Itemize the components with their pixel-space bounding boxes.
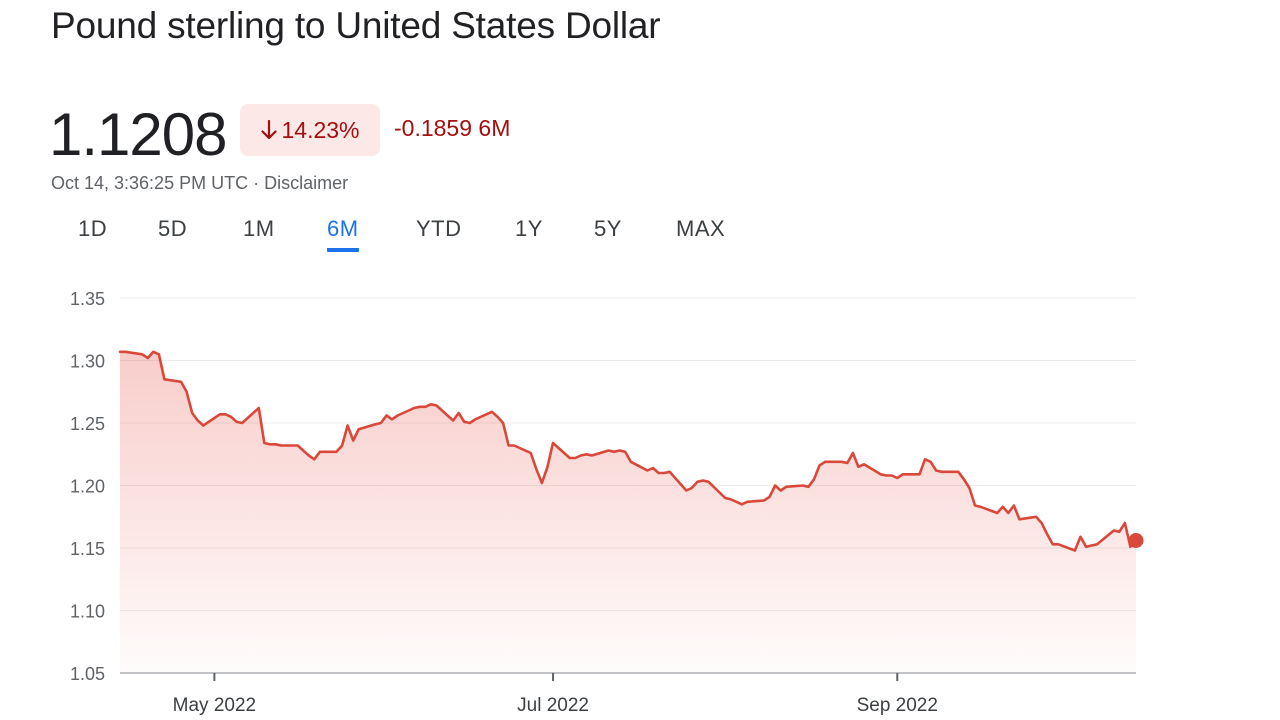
tab-5d[interactable]: 5D [158,216,188,241]
range-tabs: 1D 5D 1M 6M YTD 1Y 5Y MAX [0,216,800,256]
percent-change-badge: 14.23% [240,104,380,156]
absolute-change: -0.1859 6M [394,115,511,141]
y-tick-label: 1.25 [70,414,105,434]
tab-1y[interactable]: 1Y [515,216,543,241]
x-tick-label: Sep 2022 [857,695,938,716]
x-tick-label: Jul 2022 [517,695,589,716]
y-tick-label: 1.05 [70,664,105,684]
y-tick-label: 1.20 [70,477,105,497]
current-price: 1.1208 [49,101,228,168]
timestamp: Oct 14, 3:36:25 PM UTC [51,173,249,193]
current-value-point[interactable] [1128,533,1144,548]
series-area [120,351,1136,673]
tab-5y[interactable]: 5Y [594,216,622,241]
x-tick-label: May 2022 [173,695,256,716]
tab-6m[interactable]: 6M [327,216,359,252]
tab-ytd[interactable]: YTD [416,216,462,241]
timestamp-line: Oct 14, 3:36:25 PM UTC · Disclaimer [51,173,348,194]
timestamp-separator: · [248,173,265,193]
page-title: Pound sterling to United States Dollar [51,5,661,46]
y-tick-label: 1.10 [70,602,105,622]
y-tick-label: 1.15 [70,539,105,559]
tab-max[interactable]: MAX [676,216,726,241]
series-line [118,350,1138,552]
tab-1m[interactable]: 1M [243,216,275,241]
y-tick-label: 1.30 [70,352,105,372]
y-tick-label: 1.35 [70,289,105,309]
tab-1d[interactable]: 1D [78,216,108,241]
percent-change-value: 14.23% [281,116,360,143]
arrow-down-icon [261,119,278,140]
disclaimer-link[interactable]: Disclaimer [264,173,349,193]
